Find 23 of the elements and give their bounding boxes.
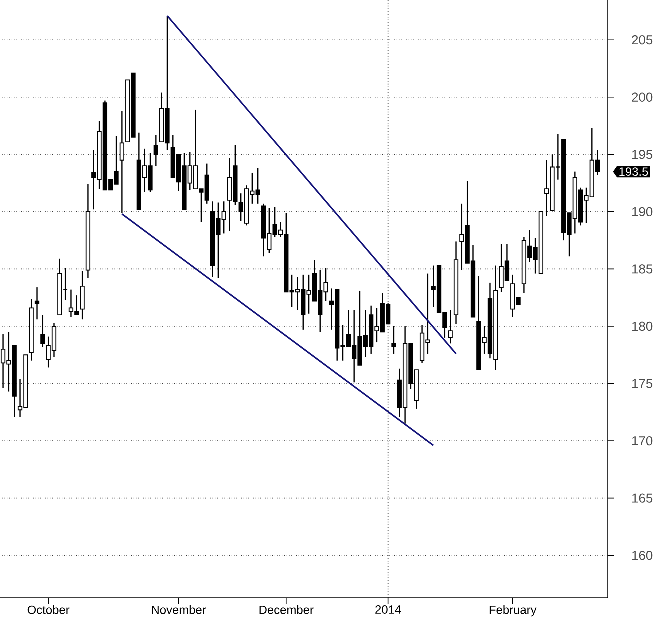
candlestick xyxy=(154,134,158,167)
text: 193.5 xyxy=(620,168,648,176)
candlestick xyxy=(80,270,85,320)
y-tick-label: 180 xyxy=(632,322,653,332)
candlestick xyxy=(392,326,396,355)
x-tick-label: February xyxy=(490,606,537,617)
y-tick-label: 170 xyxy=(632,436,653,446)
y-tick-label: 200 xyxy=(632,92,653,102)
x-tick-label: 2014 xyxy=(376,606,402,614)
y-tick-label: 195 xyxy=(632,150,653,160)
y-tick-label: 175 xyxy=(632,379,653,388)
y-tick-label: 165 xyxy=(632,494,653,503)
candlestick xyxy=(34,286,40,320)
x-tick-label: October xyxy=(28,606,70,614)
x-tick-label: November xyxy=(152,606,206,614)
candlestick xyxy=(120,110,125,214)
y-tick-label: 190 xyxy=(632,207,653,217)
y-tick-label: 185 xyxy=(632,264,653,274)
candlestick xyxy=(448,310,453,344)
y-tick-label: 205 xyxy=(632,36,653,45)
x-tick-label: December xyxy=(260,606,314,614)
y-tick-label: 160 xyxy=(632,551,653,560)
candlestick xyxy=(40,314,46,348)
